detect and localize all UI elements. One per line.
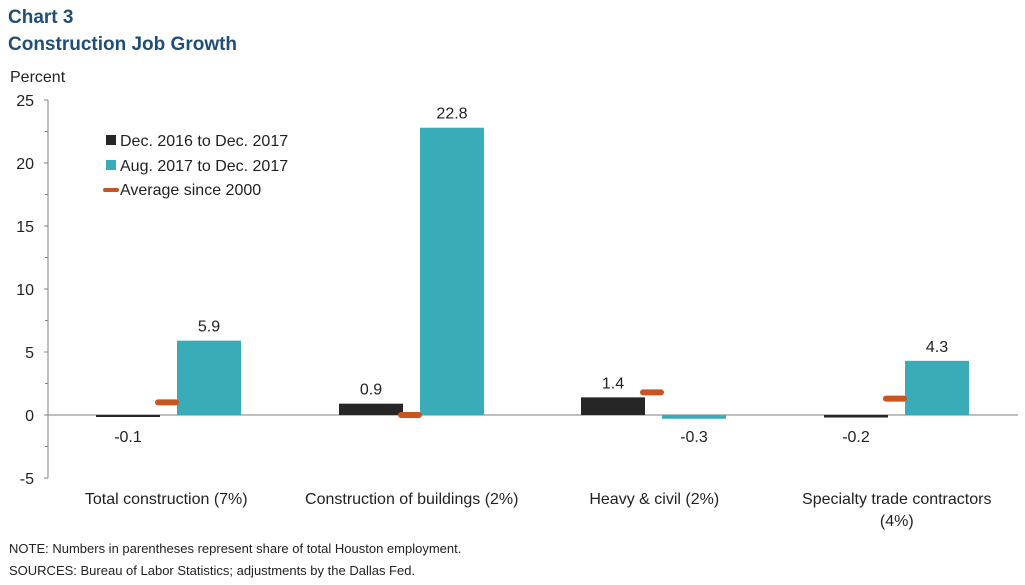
data-label: -0.2: [842, 429, 870, 446]
bar-s1-1: [339, 403, 403, 415]
chart-title-line2: Construction Job Growth: [8, 34, 238, 55]
legend-swatch-series2: [106, 160, 116, 170]
data-label: -0.1: [114, 429, 142, 446]
bar-s2-3: [905, 360, 969, 415]
chart-title-line1: Chart 3: [8, 7, 74, 28]
y-tick-label: 25: [16, 93, 34, 110]
legend: Dec. 2016 to Dec. 2017 Aug. 2017 to Dec. …: [103, 133, 288, 199]
legend-label: Dec. 2016 to Dec. 2017: [120, 133, 288, 150]
data-label: -0.3: [680, 429, 708, 446]
y-tick-label: 5: [25, 345, 34, 362]
bar-s1-3: [824, 415, 888, 418]
data-label: 1.4: [602, 375, 624, 392]
note-text: NOTE: Numbers in parentheses represent s…: [9, 541, 462, 556]
average-markers: [155, 389, 907, 418]
bar-s2-0: [177, 340, 241, 415]
y-tick-label: 15: [16, 219, 34, 236]
data-label: 22.8: [436, 106, 467, 123]
y-axis-label: Percent: [10, 69, 66, 86]
y-tick-label: 0: [25, 408, 34, 425]
data-label: 4.3: [926, 339, 948, 356]
legend-swatch-series1: [106, 135, 116, 145]
legend-label: Aug. 2017 to Dec. 2017: [120, 158, 288, 175]
category-label: Heavy & civil (2%): [589, 491, 719, 508]
y-tick-label: -5: [20, 471, 34, 488]
data-labels: -0.1 0.9 1.4 -0.2 5.9 22.8 -0.3 4.3 Total constr…: [85, 106, 992, 530]
bar-s2-1: [420, 127, 484, 415]
sources-text: SOURCES: Bureau of Labor Statistics; adj…: [9, 563, 416, 578]
category-label: Specialty trade contractors: [802, 491, 991, 508]
bar-chart: -5 0 5 10 15 20 25 -0.1 0.9 1.4 -0.2 5.9 22.8 -0.3 4.…: [16, 93, 1018, 530]
y-tick-label: 10: [16, 282, 34, 299]
bars: [96, 127, 969, 419]
data-label: 5.9: [198, 319, 220, 336]
y-tick-label: 20: [16, 156, 34, 173]
category-label: Total construction (7%): [85, 491, 248, 508]
legend-label: Average since 2000: [120, 182, 261, 199]
category-label: Construction of buildings (2%): [305, 491, 518, 508]
bar-s1-2: [581, 397, 645, 415]
bar-s1-0: [96, 415, 160, 417]
bar-s2-2: [662, 415, 726, 419]
category-label: (4%): [880, 513, 914, 530]
data-label: 0.9: [360, 382, 382, 399]
